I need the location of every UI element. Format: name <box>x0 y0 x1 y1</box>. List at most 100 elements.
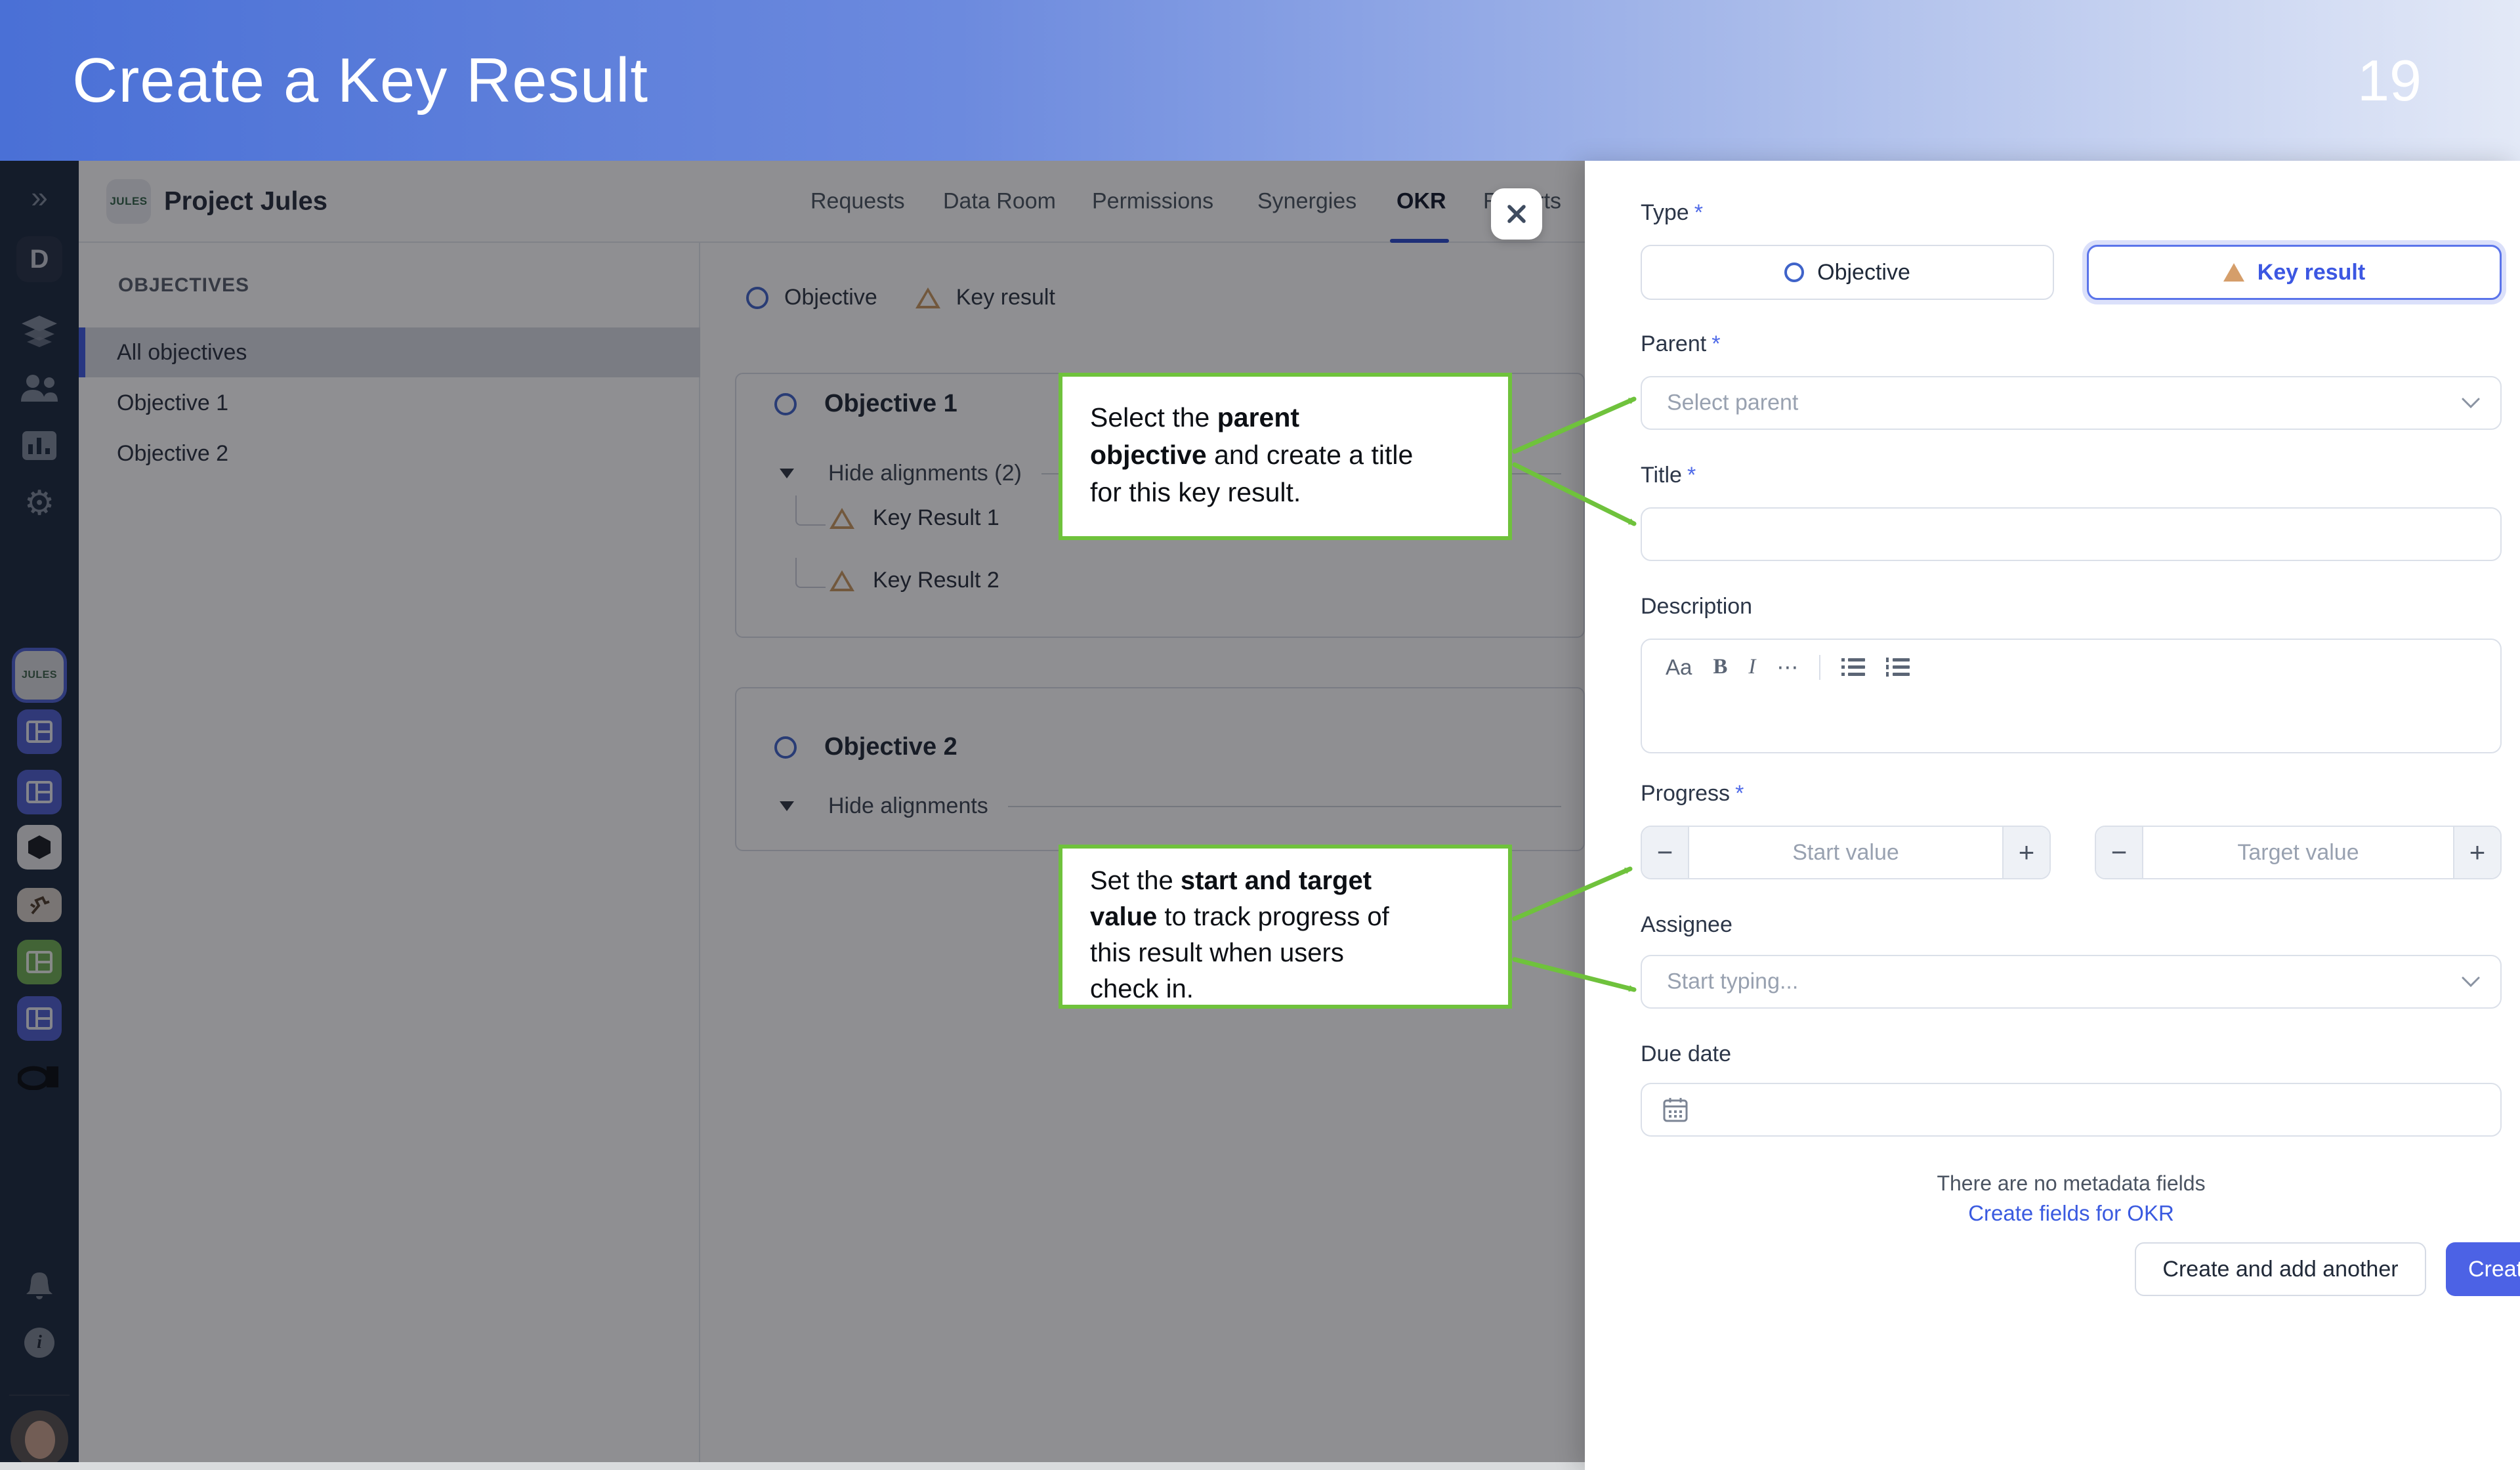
app-sidebar: » D ⚙ JULES <box>0 161 79 1470</box>
type-label: Type * <box>1641 200 1703 225</box>
rich-text-toolbar: Aa B I ⋯ <box>1666 654 1910 680</box>
metadata-empty-text: There are no metadata fields <box>1937 1171 2206 1195</box>
legend: Objective Key result <box>746 285 1055 310</box>
calendar-icon <box>1663 1098 1688 1122</box>
chevron-down-icon <box>2462 398 2480 409</box>
type-option-objective[interactable]: Objective <box>1641 245 2054 300</box>
objective-icon <box>1784 262 1805 282</box>
increment-button[interactable]: + <box>2453 827 2500 878</box>
create-fields-link[interactable]: Create fields for OKR <box>1968 1201 2174 1225</box>
expand-sidebar-icon[interactable]: » <box>31 180 48 214</box>
drawer-actions: Create and add another Create <box>1641 1242 2520 1296</box>
parent-label: Parent * <box>1641 331 1721 356</box>
parent-select[interactable]: Select parent <box>1641 376 2502 430</box>
tab-okr[interactable]: OKR <box>1396 188 1446 213</box>
required-asterisk: * <box>1687 463 1696 488</box>
start-value-input[interactable]: Start value <box>1792 839 1899 865</box>
start-value-stepper: − Start value + <box>1641 826 2051 879</box>
user-avatar[interactable] <box>10 1410 68 1468</box>
tab-permissions[interactable]: Permissions <box>1092 188 1214 213</box>
target-value-stepper: − Target value + <box>2095 826 2502 879</box>
create-and-add-another-button[interactable]: Create and add another <box>2135 1242 2426 1296</box>
page-title: Create a Key Result <box>72 45 649 116</box>
due-date-label: Due date <box>1641 1041 1731 1066</box>
tab-synergies[interactable]: Synergies <box>1257 188 1357 213</box>
app-tile-dark-logo[interactable] <box>18 1064 61 1090</box>
objectives-item-2[interactable]: Objective 2 <box>117 440 229 466</box>
objective-icon <box>774 392 797 415</box>
description-editor[interactable]: Aa B I ⋯ <box>1641 639 2502 753</box>
callout-text: Set the <box>1090 866 1181 895</box>
target-value-input[interactable]: Target value <box>2237 839 2359 865</box>
create-key-result-drawer: Type * Objective Key result Parent * Selec… <box>1585 161 2520 1470</box>
chevron-down-icon <box>2462 976 2480 988</box>
app-tile-board-green[interactable] <box>17 940 62 984</box>
app-tile-hexagon[interactable] <box>17 825 62 870</box>
tab-data-room[interactable]: Data Room <box>943 188 1056 213</box>
assignee-label: Assignee <box>1641 912 1732 937</box>
workspace-logo[interactable]: D <box>16 236 62 282</box>
objective-1-row[interactable]: Objective 1 <box>774 390 957 418</box>
tab-requests[interactable]: Requests <box>810 188 905 213</box>
increment-button[interactable]: + <box>2002 827 2049 878</box>
italic-button[interactable]: I <box>1748 655 1756 679</box>
chart-icon[interactable] <box>22 431 56 460</box>
numbered-list-button[interactable] <box>1886 657 1910 678</box>
gear-icon[interactable]: ⚙ <box>24 484 55 522</box>
alignments-rule <box>1007 805 1561 807</box>
text-style-button[interactable]: Aa <box>1666 654 1692 679</box>
app-tile-board-blue-2[interactable] <box>17 770 62 814</box>
jules-tile-label: JULES <box>21 669 58 681</box>
app-tile-board-blue-3[interactable] <box>17 996 62 1041</box>
objective-icon <box>746 286 768 309</box>
callout-start-target: Set the start and target value to track … <box>1059 845 1512 1009</box>
app-tile-runner[interactable] <box>17 888 62 922</box>
page-number: 19 <box>2357 47 2422 113</box>
due-date-input[interactable] <box>1641 1083 2502 1137</box>
project-badge[interactable]: JULES <box>106 179 151 224</box>
decrement-button[interactable]: − <box>2096 827 2143 878</box>
objective-2-row[interactable]: Objective 2 <box>774 733 957 761</box>
required-asterisk: * <box>1712 331 1721 356</box>
required-asterisk: * <box>1735 781 1744 806</box>
legend-objective-label: Objective <box>784 285 877 310</box>
layers-icon[interactable] <box>22 316 57 348</box>
objective-icon <box>774 736 797 759</box>
close-drawer-button[interactable] <box>1491 188 1542 240</box>
people-icon[interactable] <box>20 374 59 403</box>
type-option-key-result[interactable]: Key result <box>2087 245 2502 300</box>
tree-connector <box>795 495 826 526</box>
title-label: Title * <box>1641 463 1696 488</box>
objectives-item-all[interactable]: All objectives <box>79 327 700 377</box>
project-title: Project Jules <box>164 186 328 215</box>
active-tab-underline <box>1390 239 1449 243</box>
app-tile-jules[interactable]: JULES <box>12 648 67 703</box>
progress-label: Progress * <box>1641 781 1744 806</box>
caret-down-icon <box>780 469 794 478</box>
bell-icon[interactable] <box>24 1270 55 1301</box>
description-label: Description <box>1641 594 1753 619</box>
objectives-item-1[interactable]: Objective 1 <box>117 390 229 415</box>
objectives-header: OBJECTIVES <box>118 274 250 296</box>
info-icon[interactable]: i <box>24 1328 54 1358</box>
key-result-2-row[interactable]: Key Result 2 <box>830 568 999 593</box>
close-icon <box>1507 205 1526 223</box>
key-result-icon <box>830 570 854 591</box>
bullet-list-button[interactable] <box>1841 657 1866 678</box>
app-tile-board-blue-1[interactable] <box>17 709 62 754</box>
type-selector: Objective Key result <box>1641 245 2502 300</box>
key-result-icon <box>2223 263 2244 282</box>
callout-text: Select the <box>1090 402 1217 432</box>
assignee-select[interactable]: Start typing... <box>1641 955 2502 1009</box>
sidebar-divider <box>9 1395 70 1396</box>
title-input[interactable] <box>1641 507 2502 561</box>
key-result-1-row[interactable]: Key Result 1 <box>830 505 999 531</box>
bold-button[interactable]: B <box>1713 655 1728 679</box>
more-formatting-button[interactable]: ⋯ <box>1776 655 1799 679</box>
decrement-button[interactable]: − <box>1642 827 1689 878</box>
tree-connector <box>795 558 826 588</box>
legend-key-result-label: Key result <box>956 285 1055 310</box>
create-button[interactable]: Create <box>2446 1242 2520 1296</box>
objective-2-alignments-toggle[interactable]: Hide alignments <box>780 793 1573 819</box>
